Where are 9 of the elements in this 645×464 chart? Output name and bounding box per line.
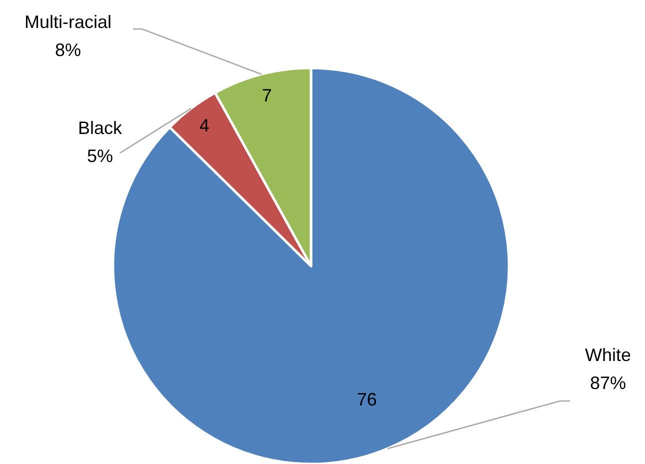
slice-label: White: [584, 345, 632, 365]
slice-label: Multi-racial: [24, 12, 112, 32]
data-label: 4: [199, 116, 210, 136]
data-label: 7: [262, 85, 272, 106]
data-label: 76: [356, 389, 377, 410]
text: 87%: [590, 373, 626, 393]
slice-label: Black: [78, 118, 124, 138]
text: 8%: [54, 40, 82, 60]
text: 5%: [86, 146, 114, 166]
